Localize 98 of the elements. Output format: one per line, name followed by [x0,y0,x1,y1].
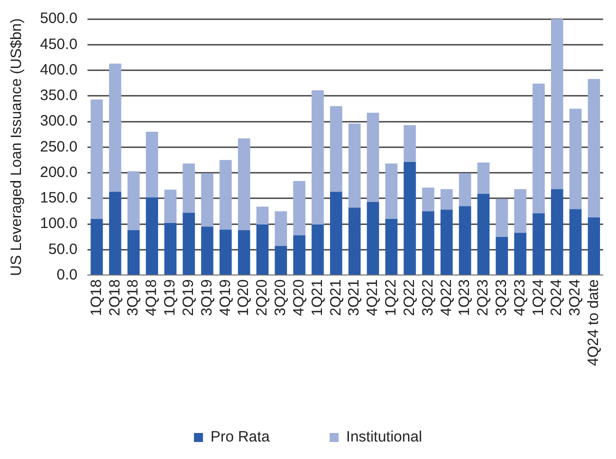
x-tick-label: 3Q18 [124,279,142,316]
bar [164,190,176,223]
x-tick-label: 1Q18 [88,279,105,316]
bar [514,232,526,275]
x-tick-label: 4Q19 [216,279,234,316]
x-tick-label: 3Q23 [493,279,510,316]
x-tick-label: 3Q21 [346,279,363,316]
bar [532,84,545,214]
x-tick-label: 3Q22 [419,279,436,316]
y-tick-label: 450.0 [40,36,78,53]
bar [109,192,122,275]
x-tick-label: 4Q21 [364,279,382,316]
bar [496,198,508,237]
bar [348,208,361,275]
x-tick-label: 3Q24 [566,279,584,316]
x-tick-label: 4Q22 [438,279,455,316]
y-tick-label: 150.0 [40,190,78,207]
x-tick-label: 2Q22 [400,279,418,316]
bar [127,171,140,230]
x-tick-label: 1Q21 [308,279,326,316]
bar [164,222,176,275]
bar [274,211,287,246]
bar [496,236,508,275]
x-tick-label: 2Q20 [254,279,271,316]
bar [551,189,564,275]
bar [588,217,600,275]
x-tick-label: 2Q21 [327,279,344,316]
y-tick-label: 300.0 [40,112,78,130]
x-tick-label: 1Q20 [235,279,252,316]
x-tick-label: 1Q24 [530,279,547,316]
x-tick-label: 4Q20 [290,279,308,316]
bar [385,164,398,219]
bar [440,210,453,275]
bar [330,192,342,275]
bar [238,138,250,230]
bar [238,230,250,275]
bar [293,180,306,236]
y-tick-label: 400.0 [40,61,78,78]
bar [477,162,490,194]
legend-label: Institutional [346,428,422,446]
bar [551,19,564,190]
y-tick-label: 350.0 [40,87,78,104]
x-tick-label: 4Q23 [511,279,528,316]
x-tick-label: 4Q24 to date [585,279,602,366]
y-tick-label: 50.0 [48,240,78,258]
bar [348,124,361,208]
x-tick-label: 1Q19 [162,279,179,316]
x-tick-label: 1Q22 [382,279,400,316]
bar [422,211,434,275]
bar [366,112,380,202]
bar [312,90,324,225]
bar [477,194,490,275]
bar [514,189,526,233]
y-axis-title: US Leveraged Loan Issuance (US$bn) [8,18,26,276]
x-tick-label: 1Q23 [456,279,474,316]
bar [422,188,434,212]
bar [256,224,269,275]
bar [366,202,380,275]
bar [127,230,140,275]
y-tick-label: 100.0 [40,215,78,232]
x-tick-label: 3Q19 [198,279,216,316]
bar [256,206,269,225]
bar [440,189,453,210]
bar [569,209,582,275]
bar [532,213,545,275]
x-tick-label: 2Q19 [180,279,197,316]
bar [330,106,342,192]
bar [109,64,122,192]
y-tick-label: 0.0 [56,266,78,284]
bar [274,246,287,275]
bar [404,125,416,162]
bar [312,224,324,275]
y-tick-label: 200.0 [40,164,78,181]
y-tick-label: 250.0 [40,138,78,156]
x-tick-label: 4Q18 [143,279,160,316]
bar [201,173,214,227]
legend-label: Pro Rata [210,428,270,446]
y-tick-label: 500.0 [40,10,78,28]
x-tick-label: 2Q23 [474,279,492,316]
bar [569,108,582,210]
bar [588,78,600,218]
bar [182,164,195,213]
bar [458,206,472,275]
bar [201,226,214,275]
bar [458,173,472,206]
bar [182,212,195,275]
x-tick-label: 3Q20 [272,279,290,316]
bar [90,99,103,219]
bar [220,160,232,230]
bar [146,197,158,275]
bar [293,235,306,275]
x-tick-label: 2Q24 [548,279,566,316]
bar [404,162,416,275]
bar [90,218,103,275]
bar [385,218,398,275]
bar [146,132,158,198]
x-tick-label: 2Q18 [106,279,124,316]
bar [220,230,232,275]
